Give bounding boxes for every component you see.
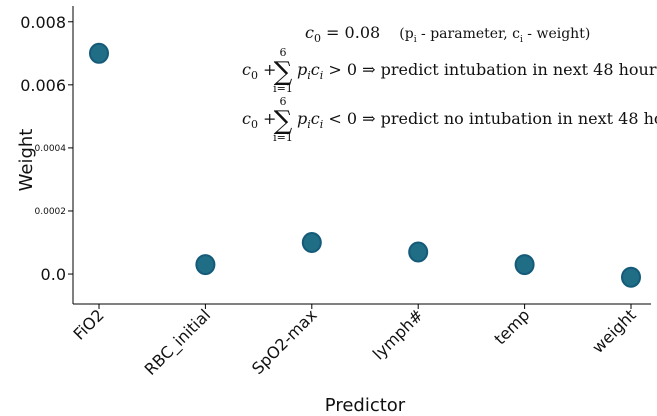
sum-upper-3: 6 (280, 95, 287, 108)
sum-symbol-3: ∑ (274, 106, 293, 136)
data-point (408, 241, 429, 263)
x-tick-label: FiO2 (69, 305, 107, 343)
data-point (621, 266, 641, 288)
equation-line-2-start: c0 + (242, 60, 276, 82)
data-point (195, 254, 216, 276)
data-point (301, 232, 322, 254)
equation-line-1: c0 = 0.08 (pi - parameter, ci - weight) (305, 23, 590, 45)
y-tick-label: 0.0004 (35, 144, 67, 154)
sum-lower-2: i=1 (273, 82, 293, 95)
x-tick-label: temp (490, 305, 533, 348)
sum-lower-3: i=1 (273, 131, 293, 144)
x-tick-label: RBC_initial (141, 305, 215, 379)
data-point (89, 42, 109, 64)
data-points (89, 42, 641, 288)
x-axis-title: Predictor (325, 395, 406, 416)
y-tick-label: 0.008 (20, 13, 66, 32)
equation-line-3-start: c0 + (242, 109, 276, 131)
sum-upper-2: 6 (280, 46, 287, 59)
equation-line-2-end: pici > 0 ⇒ predict intubation in next 48… (297, 60, 657, 82)
y-axis-title: Weight (16, 129, 37, 192)
y-tick-label: 0.0002 (35, 207, 67, 217)
y-tick-label: 0.006 (20, 76, 66, 95)
x-ticks: FiO2 RBC_initial SpO2-max lymph# temp weight (69, 304, 640, 380)
equation-line-3-end: pici < 0 ⇒ predict no intubation in next… (297, 109, 657, 131)
sum-symbol-2: ∑ (274, 57, 293, 87)
equation-annotation: c0 = 0.08 (pi - parameter, ci - weight) … (242, 23, 657, 144)
x-tick-label: weight (588, 305, 640, 357)
x-tick-label: SpO2-max (248, 305, 321, 378)
x-tick-label: lymph# (369, 305, 427, 363)
y-ticks: 0.008 0.006 0.0004 0.0002 0.0 (20, 13, 73, 284)
y-tick-label: 0.0 (41, 265, 66, 284)
data-point (514, 254, 535, 276)
